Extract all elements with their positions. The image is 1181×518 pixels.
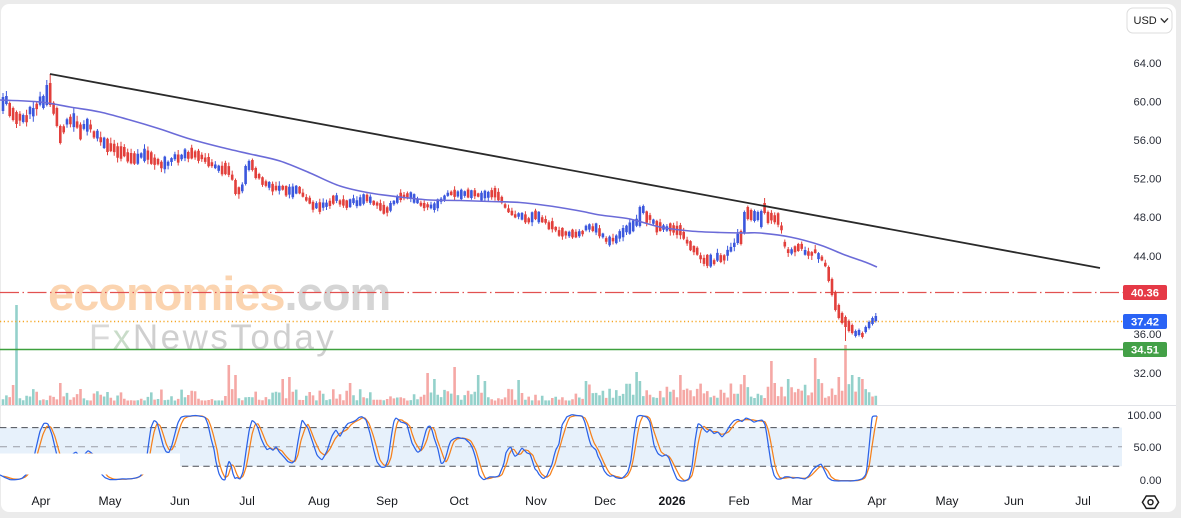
svg-text:FxNewsToday: FxNewsToday: [89, 318, 336, 357]
svg-text:May: May: [98, 494, 122, 508]
svg-text:Oct: Oct: [450, 494, 470, 508]
svg-text:50.00: 50.00: [1134, 442, 1162, 454]
svg-text:Apr: Apr: [32, 494, 51, 508]
svg-text:Mar: Mar: [792, 494, 813, 508]
svg-text:100.00: 100.00: [1127, 410, 1161, 422]
svg-text:Jul: Jul: [239, 494, 255, 508]
svg-text:Sep: Sep: [376, 494, 398, 508]
svg-text:Feb: Feb: [728, 494, 749, 508]
svg-text:0.00: 0.00: [1140, 475, 1162, 487]
svg-text:May: May: [935, 494, 959, 508]
svg-text:37.42: 37.42: [1131, 317, 1159, 329]
svg-text:economies.com: economies.com: [48, 267, 390, 320]
svg-text:Apr: Apr: [868, 494, 887, 508]
svg-text:2026: 2026: [658, 494, 685, 508]
svg-text:36.00: 36.00: [1134, 329, 1162, 341]
svg-text:60.00: 60.00: [1134, 97, 1162, 109]
svg-text:Jul: Jul: [1075, 494, 1091, 508]
svg-text:Dec: Dec: [594, 494, 616, 508]
svg-text:48.00: 48.00: [1134, 212, 1162, 224]
svg-text:Jun: Jun: [170, 494, 190, 508]
svg-text:40.36: 40.36: [1131, 288, 1159, 300]
svg-text:Aug: Aug: [308, 494, 330, 508]
svg-text:44.00: 44.00: [1134, 251, 1162, 263]
svg-text:52.00: 52.00: [1134, 174, 1162, 186]
svg-text:64.00: 64.00: [1134, 58, 1162, 70]
svg-text:USD: USD: [1134, 15, 1157, 27]
svg-text:32.00: 32.00: [1134, 368, 1162, 380]
svg-text:Jun: Jun: [1004, 494, 1024, 508]
svg-text:Nov: Nov: [525, 494, 548, 508]
svg-text:56.00: 56.00: [1134, 135, 1162, 147]
svg-text:34.51: 34.51: [1131, 345, 1159, 357]
